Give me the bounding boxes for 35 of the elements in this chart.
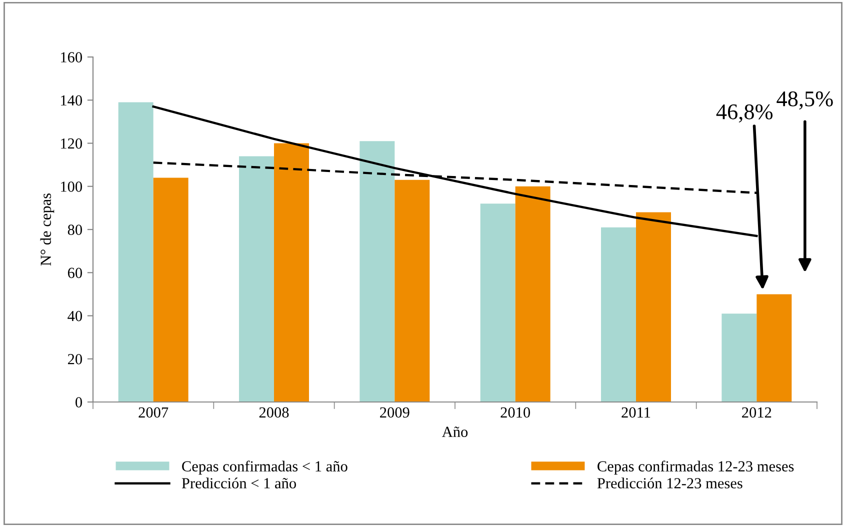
legend-label: Predicción 12-23 meses [597, 478, 742, 488]
y-tick-label: 60 [68, 268, 82, 278]
bar [515, 186, 550, 402]
bar [360, 141, 395, 402]
legend-label: Cepas confirmadas 12-23 meses [598, 460, 794, 475]
y-tick-label: 80 [68, 224, 82, 235]
bar [153, 178, 188, 402]
y-tick-label: 0 [76, 397, 82, 408]
legend-label: Predicción < 1 año [182, 478, 296, 488]
bar [636, 212, 671, 402]
legend-label: Cepas confirmadas < 1 año [182, 460, 348, 475]
y-tick-label: 140 [61, 95, 82, 106]
bar [394, 180, 430, 402]
y-tick-label: 40 [68, 310, 82, 322]
bar [118, 102, 154, 402]
x-tick-label: 2011 [622, 407, 650, 418]
y-tick-label: 160 [61, 52, 82, 62]
x-axis-title: Año [442, 426, 468, 438]
bar [722, 314, 757, 402]
bar [756, 294, 792, 402]
x-tick-label: 2007 [138, 407, 168, 418]
y-tick-label: 120 [61, 138, 82, 149]
x-tick-label: 2010 [500, 407, 530, 418]
x-tick-label: 2012 [742, 407, 772, 418]
x-tick-label: 2009 [380, 407, 410, 418]
annotation: 46,8% [716, 104, 773, 123]
y-tick-label: 20 [68, 354, 82, 364]
bar [480, 204, 516, 402]
x-tick-label: 2008 [259, 407, 289, 418]
bar [601, 227, 636, 402]
y-axis-title: N° de cepas [40, 193, 54, 266]
bar [239, 156, 274, 402]
y-tick-label: 100 [61, 182, 82, 192]
annotation: 48,5% [776, 91, 833, 110]
bar [274, 143, 309, 402]
